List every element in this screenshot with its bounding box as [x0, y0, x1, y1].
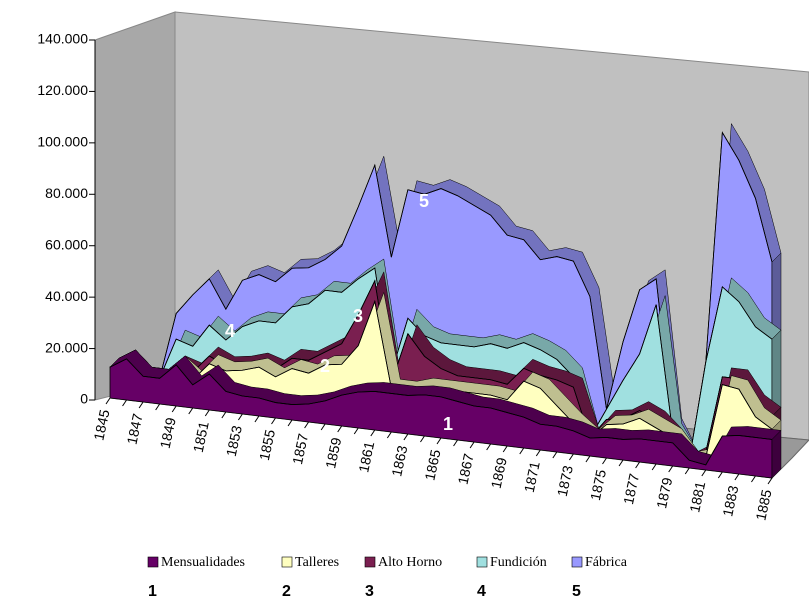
x-tick — [502, 445, 508, 453]
legend-label: Mensualidades — [161, 555, 245, 570]
x-tick — [221, 411, 227, 419]
x-tick — [701, 469, 707, 477]
x-tick — [304, 421, 310, 429]
legend-number: 2 — [282, 583, 291, 600]
x-tick — [254, 415, 260, 423]
legend-swatch — [147, 556, 159, 568]
x-tick-label: 1881 — [686, 480, 708, 514]
x-tick — [635, 461, 641, 469]
x-tick — [320, 423, 326, 431]
legend-label: Talleres — [295, 555, 339, 570]
x-tick-label: 1869 — [488, 456, 510, 490]
x-tick — [204, 409, 210, 417]
x-tick — [171, 405, 177, 413]
x-tick — [535, 449, 541, 457]
x-tick — [386, 431, 392, 439]
x-tick-label: 1845 — [90, 408, 112, 442]
legend-swatch — [281, 556, 293, 568]
x-tick — [453, 439, 458, 447]
area-edge — [109, 358, 773, 466]
y-tick-label: 40.000 — [45, 288, 88, 304]
x-tick — [751, 475, 756, 483]
x-tick — [668, 465, 674, 473]
y-tick-label: 120.000 — [37, 82, 88, 98]
x-tick — [370, 429, 376, 437]
y-tick-label: 60.000 — [45, 236, 88, 252]
area-side — [771, 429, 782, 479]
x-tick — [155, 403, 161, 411]
x-tick-label: 1855 — [256, 428, 278, 462]
legend-number: 1 — [148, 583, 157, 600]
x-tick-label: 1877 — [620, 472, 642, 506]
x-tick — [651, 463, 657, 471]
x-tick — [188, 407, 194, 415]
series-number: 2 — [320, 356, 330, 376]
legend-number: 4 — [477, 583, 486, 600]
x-tick-label: 1885 — [752, 488, 774, 522]
y-tick-label: 20.000 — [45, 339, 88, 355]
legend-swatch — [571, 556, 583, 568]
y-tick-label: 80.000 — [45, 185, 88, 201]
x-tick-label: 1863 — [388, 444, 410, 478]
x-tick-label: 1883 — [719, 484, 741, 518]
x-tick — [403, 433, 409, 441]
x-tick — [337, 425, 343, 433]
y-tick-label: 0 — [80, 391, 88, 407]
x-tick — [717, 471, 723, 479]
x-tick-label: 1867 — [455, 452, 477, 486]
x-tick — [287, 419, 293, 427]
x-tick — [353, 427, 359, 435]
x-tick-label: 1871 — [521, 460, 543, 494]
x-tick — [105, 397, 111, 405]
series-number: 1 — [443, 414, 453, 434]
x-tick — [767, 477, 773, 485]
y-tick-label: 140.000 — [37, 31, 88, 47]
x-tick — [519, 447, 525, 455]
legend-swatch — [364, 556, 376, 568]
legend-number: 5 — [572, 583, 581, 600]
x-tick-label: 1853 — [223, 424, 245, 458]
x-tick — [602, 457, 607, 465]
x-tick-label: 1879 — [653, 476, 675, 510]
series-number: 4 — [225, 321, 235, 341]
x-tick-label: 1875 — [587, 468, 609, 502]
x-tick — [420, 435, 425, 443]
series-number: 5 — [419, 191, 429, 211]
x-tick-label: 1873 — [554, 464, 576, 498]
area-edge — [109, 267, 773, 462]
x-tick — [684, 467, 690, 475]
x-tick — [271, 417, 276, 425]
x-tick-label: 1851 — [190, 420, 212, 454]
series-number: 3 — [353, 306, 363, 326]
x-tick — [552, 451, 558, 459]
side-wall — [94, 11, 176, 401]
legend-label: Alto Horno — [378, 555, 442, 570]
x-tick-label: 1857 — [289, 432, 311, 466]
x-tick-label: 1849 — [157, 416, 179, 450]
x-tick — [734, 473, 740, 481]
legend-number: 3 — [365, 583, 374, 600]
x-tick-label: 1847 — [124, 412, 146, 446]
legend-label: Fábrica — [585, 555, 628, 570]
x-tick-label: 1859 — [322, 436, 344, 470]
x-tick — [122, 399, 127, 407]
x-tick-label: 1861 — [355, 440, 377, 474]
x-tick — [618, 459, 624, 467]
x-tick — [585, 455, 591, 463]
x-tick — [469, 441, 475, 449]
x-tick — [436, 437, 442, 445]
x-tick — [486, 443, 492, 451]
x-tick — [237, 413, 243, 421]
x-tick — [568, 453, 574, 461]
x-tick — [138, 401, 144, 409]
y-tick-label: 100.000 — [37, 134, 88, 150]
legend-label: Fundición — [490, 555, 547, 570]
legend-swatch — [476, 556, 488, 568]
x-tick-label: 1865 — [421, 448, 443, 482]
